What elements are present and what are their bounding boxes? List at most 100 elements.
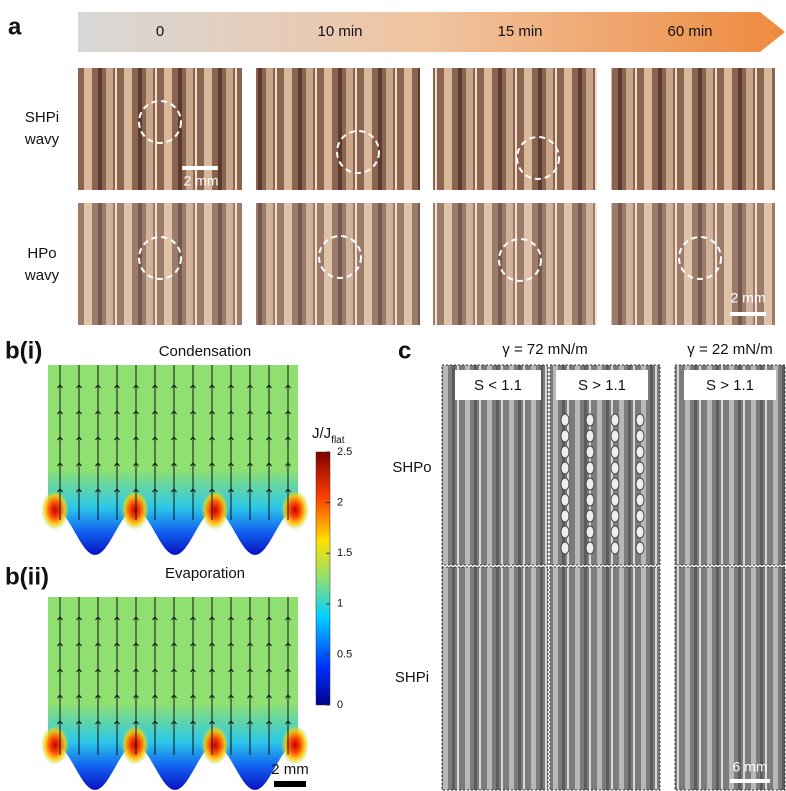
time-label: 0 xyxy=(156,23,164,40)
figure: a 0 10 min 15 min 60 min SHPi wavy HPo w… xyxy=(0,0,786,791)
droplet xyxy=(561,510,569,522)
colorbar xyxy=(316,452,330,705)
droplet xyxy=(636,478,644,490)
row-label: wavy xyxy=(24,131,60,148)
photo xyxy=(442,567,548,790)
scale-bar xyxy=(182,166,218,170)
panel-label: c xyxy=(398,337,411,364)
time-label: 15 min xyxy=(497,23,542,40)
column-label: S < 1.1 xyxy=(474,377,522,394)
droplet xyxy=(611,414,619,426)
panel-label: a xyxy=(8,13,22,40)
time-label: 60 min xyxy=(667,23,712,40)
droplet xyxy=(561,430,569,442)
tick-label: 1 xyxy=(337,598,343,610)
droplet xyxy=(561,494,569,506)
row-label: SHPi xyxy=(395,669,429,686)
flux-map xyxy=(41,597,309,790)
droplet xyxy=(561,462,569,474)
scale-label: 2 mm xyxy=(184,173,219,189)
photo xyxy=(611,68,775,190)
droplet xyxy=(636,446,644,458)
hot-spot xyxy=(121,725,149,765)
photo xyxy=(433,68,597,190)
droplet xyxy=(586,430,594,442)
droplet xyxy=(611,510,619,522)
photo xyxy=(78,68,242,190)
photo xyxy=(611,203,775,325)
droplet xyxy=(636,510,644,522)
tick-label: 2.5 xyxy=(337,446,352,458)
tick-label: 0 xyxy=(337,699,343,711)
droplet xyxy=(636,542,644,554)
hot-spot xyxy=(121,490,149,530)
column-header: γ = 72 mN/m xyxy=(502,341,587,358)
droplet xyxy=(611,478,619,490)
row-label: SHPi xyxy=(25,109,59,126)
droplet xyxy=(586,510,594,522)
droplet xyxy=(561,478,569,490)
droplet xyxy=(611,462,619,474)
hot-spot xyxy=(201,490,229,530)
plot-title: Evaporation xyxy=(165,565,245,582)
flux-map xyxy=(41,365,309,555)
colorbar-label: J/Jflat xyxy=(312,425,345,446)
droplet xyxy=(611,494,619,506)
photo xyxy=(433,203,597,325)
column-label: S > 1.1 xyxy=(706,377,754,394)
field xyxy=(48,365,298,555)
droplet xyxy=(586,446,594,458)
hot-spot xyxy=(41,490,69,530)
photo xyxy=(675,567,785,790)
droplet xyxy=(636,462,644,474)
droplet xyxy=(636,526,644,538)
droplet xyxy=(636,414,644,426)
droplet xyxy=(561,446,569,458)
column-label: S > 1.1 xyxy=(578,377,626,394)
droplet xyxy=(611,526,619,538)
droplet xyxy=(586,414,594,426)
photo xyxy=(550,567,660,790)
photo-grid xyxy=(78,68,775,325)
row-label: HPo xyxy=(27,245,56,262)
hot-spot xyxy=(201,725,229,765)
droplet xyxy=(586,478,594,490)
column-header: γ = 22 mN/m xyxy=(687,341,772,358)
row-label: SHPo xyxy=(392,459,431,476)
droplet xyxy=(561,414,569,426)
droplet xyxy=(586,494,594,506)
droplet xyxy=(611,446,619,458)
hot-spot xyxy=(41,725,69,765)
droplet xyxy=(611,430,619,442)
panel-label: b(ii) xyxy=(5,563,49,590)
scale-bar xyxy=(274,781,306,787)
field xyxy=(48,597,298,790)
scale-bar xyxy=(730,312,766,316)
colorbar-label-main: J/J xyxy=(312,425,331,442)
scale-bar xyxy=(730,779,770,783)
tick-label: 1.5 xyxy=(337,547,352,559)
colorbar-label-sub: flat xyxy=(331,435,345,446)
photo-grid xyxy=(442,365,785,790)
plot-title: Condensation xyxy=(159,343,252,360)
photo xyxy=(256,203,420,325)
panel-label: b(i) xyxy=(5,337,42,364)
droplet xyxy=(561,526,569,538)
droplet xyxy=(611,542,619,554)
scale-label: 6 mm xyxy=(733,759,768,775)
tick-label: 0.5 xyxy=(337,648,352,660)
photo xyxy=(78,203,242,325)
scale-label: 2 mm xyxy=(271,761,309,778)
droplet xyxy=(586,542,594,554)
row-label: wavy xyxy=(24,267,60,284)
droplet xyxy=(636,494,644,506)
droplet xyxy=(586,526,594,538)
time-label: 10 min xyxy=(317,23,362,40)
hot-spot xyxy=(281,490,309,530)
droplet xyxy=(586,462,594,474)
droplet xyxy=(636,430,644,442)
tick-label: 2 xyxy=(337,497,343,509)
hot-spot xyxy=(281,725,309,765)
photo xyxy=(256,68,420,190)
scale-label: 2 mm xyxy=(731,290,766,306)
